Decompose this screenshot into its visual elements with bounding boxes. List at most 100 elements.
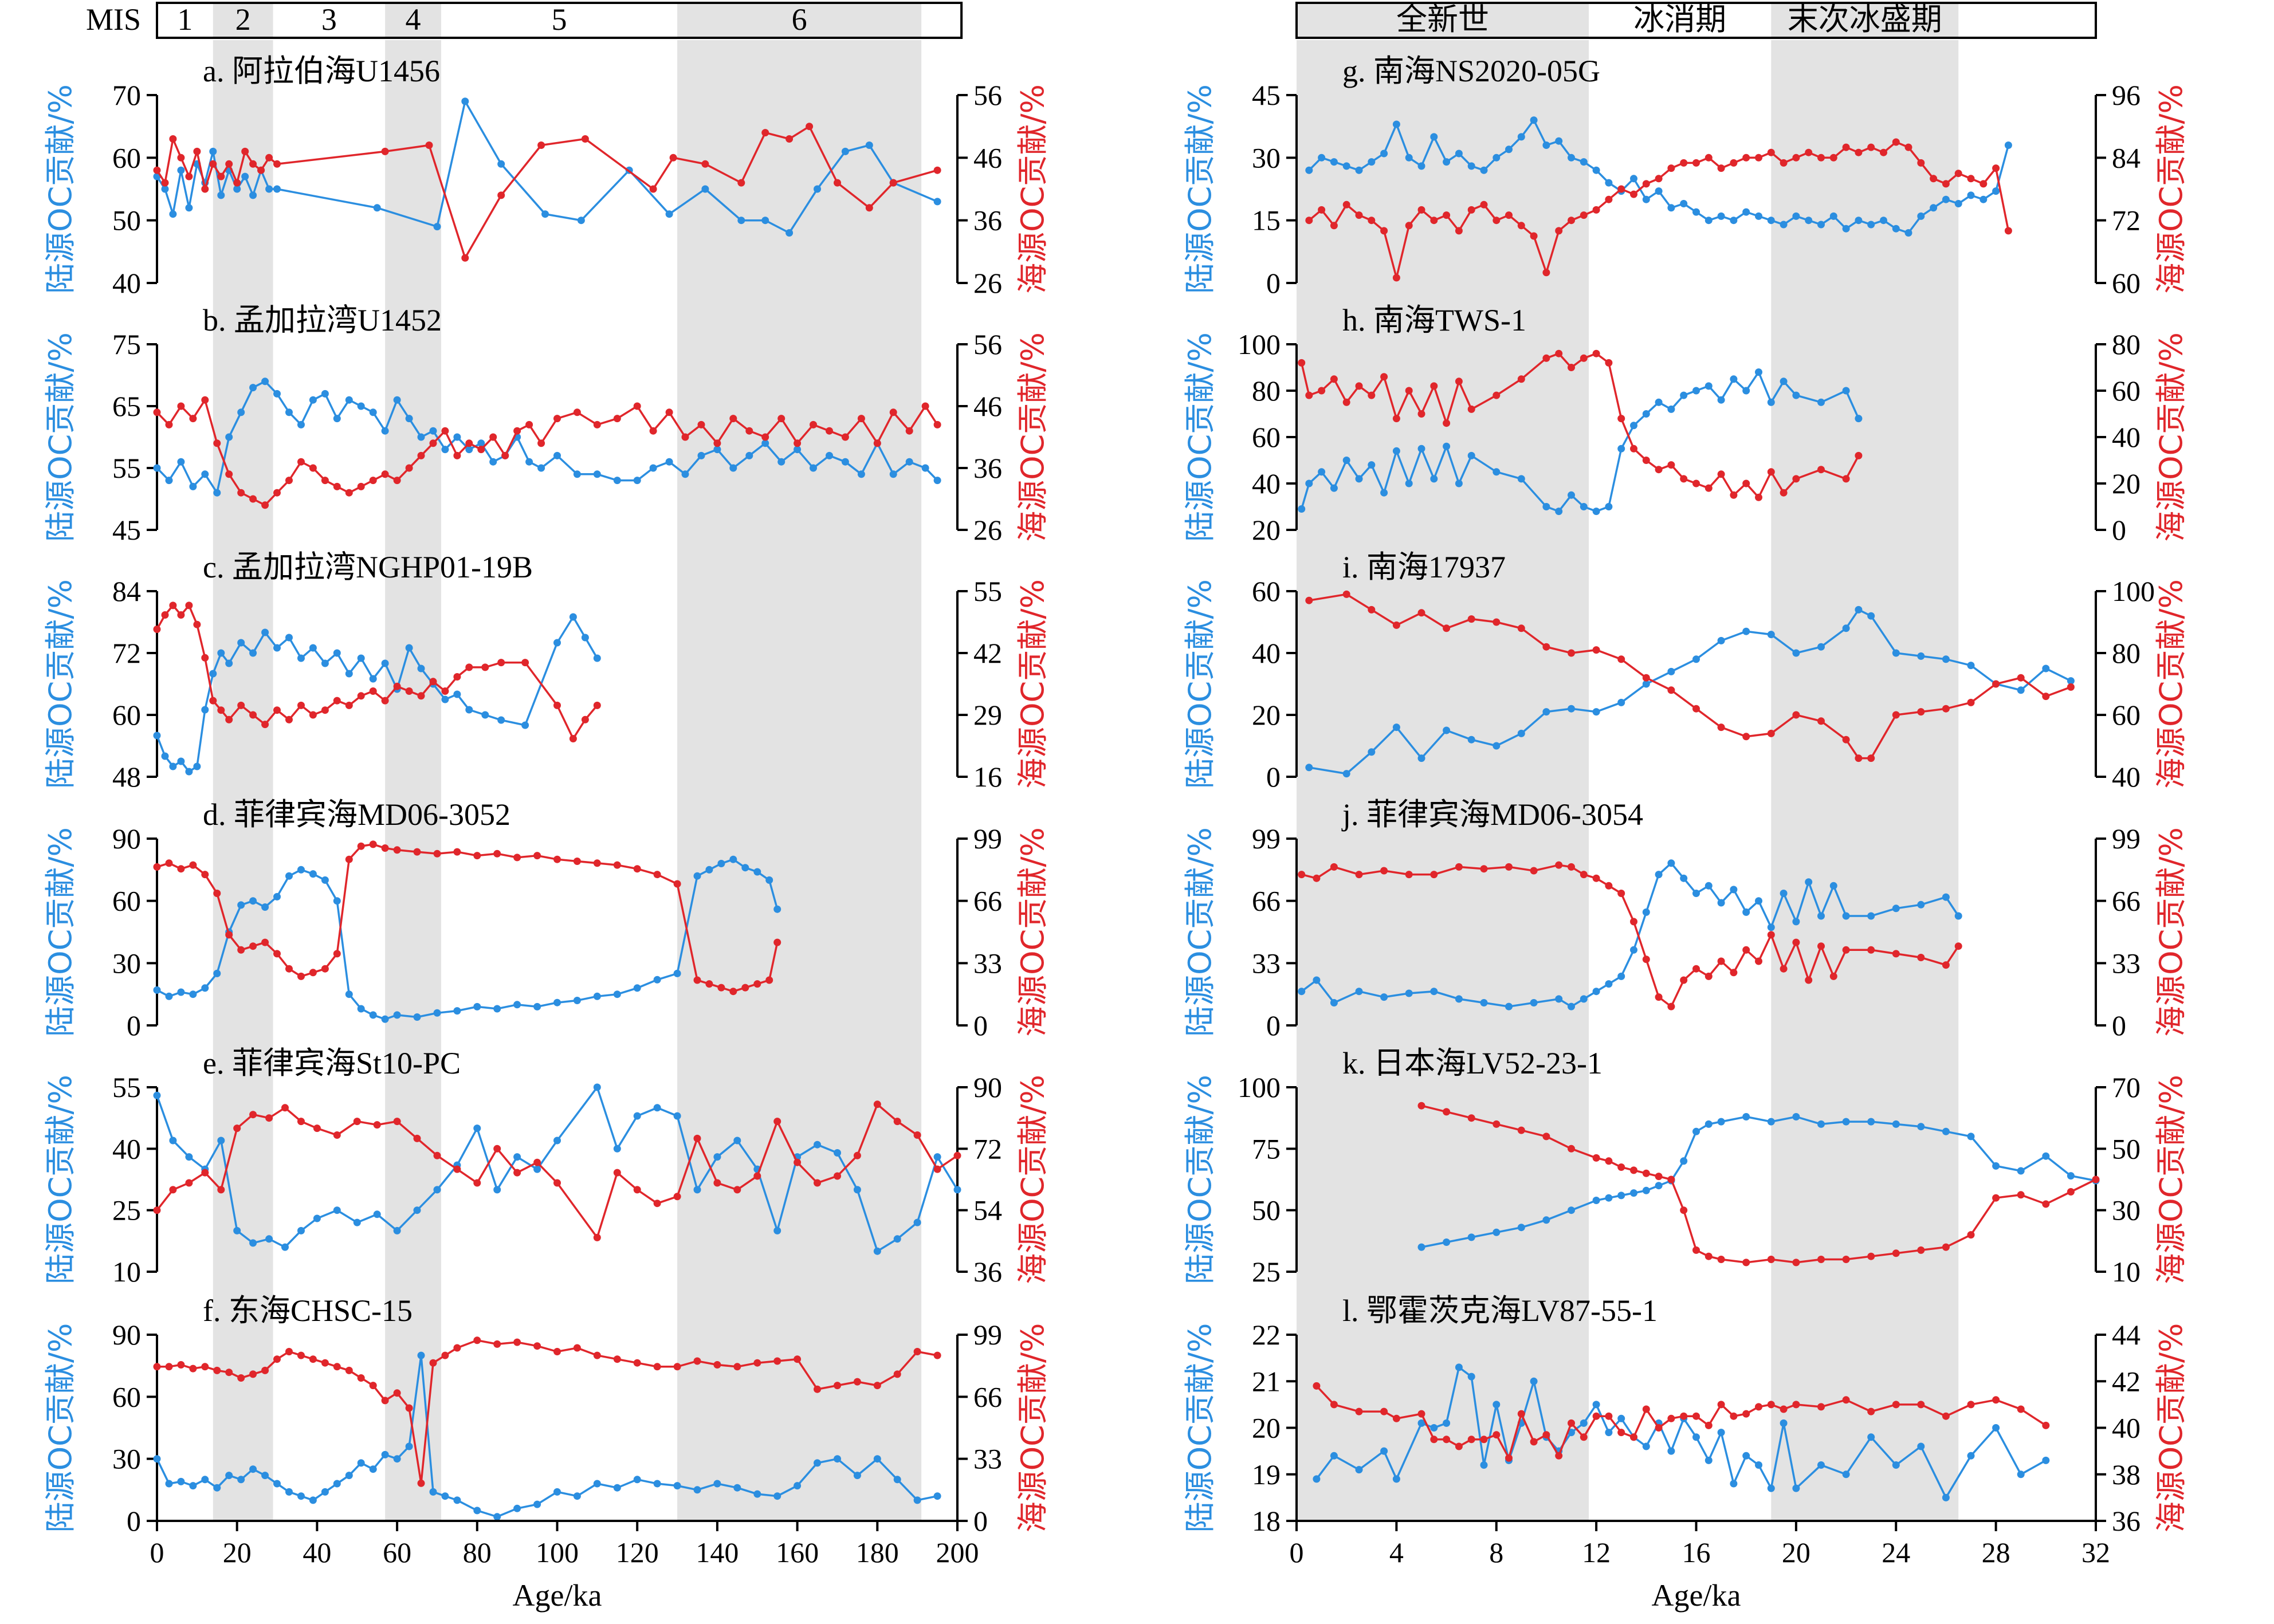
data-point-k-left	[2067, 1172, 2075, 1180]
data-point-h-left	[1717, 396, 1725, 404]
data-point-b-right	[249, 495, 257, 503]
data-point-f-right	[753, 1359, 761, 1367]
data-point-k-right	[2067, 1188, 2075, 1196]
left-tick-label-e-1: 25	[112, 1194, 141, 1226]
data-point-b-right	[453, 451, 461, 459]
data-point-j-right	[1580, 871, 1588, 879]
data-point-j-right	[1780, 965, 1788, 973]
data-point-f-left	[333, 1480, 341, 1488]
data-point-g-left	[1817, 221, 1825, 229]
data-point-j-right	[1355, 871, 1363, 879]
y-axis-labels: 陆源OC贡献/% 海源OC贡献/% 陆源OC贡献/% 海源OC贡献/% 陆源OC贡献/%…	[42, 84, 2189, 1532]
data-point-g-right	[1792, 154, 1800, 162]
data-point-b-left	[593, 470, 601, 478]
data-point-b-left	[681, 470, 689, 478]
data-point-i-left	[2017, 686, 2025, 694]
data-point-h-right	[1330, 375, 1338, 383]
data-point-i-right	[1867, 754, 1875, 762]
data-point-a-right	[537, 141, 545, 149]
data-point-h-left	[1605, 503, 1613, 510]
data-point-i-right	[1692, 705, 1700, 713]
data-point-e-left	[217, 1137, 225, 1145]
data-point-d-left	[533, 1002, 541, 1010]
data-point-k-right	[1630, 1166, 1637, 1174]
data-point-k-left	[1642, 1186, 1650, 1194]
left-band-0	[213, 40, 273, 1521]
right-tick-label-h-3: 60	[2112, 375, 2141, 407]
data-point-g-right	[1667, 164, 1675, 172]
data-point-l-right	[1505, 1454, 1513, 1462]
data-point-l-right	[1568, 1419, 1575, 1427]
data-point-g-right	[1880, 148, 1887, 156]
data-point-g-left	[1967, 191, 1975, 199]
data-point-a-left	[541, 210, 549, 218]
data-point-h-right	[1467, 405, 1475, 413]
data-point-k-left	[1517, 1224, 1525, 1232]
data-point-i-right	[2042, 693, 2050, 701]
data-point-f-right	[853, 1378, 861, 1386]
data-point-b-right	[745, 427, 753, 435]
right-tick-label-d-1: 33	[973, 947, 1002, 979]
data-point-c-left	[569, 613, 577, 621]
panel-title-k: k. 日本海LV52-23-1	[1342, 1046, 1603, 1080]
panel-d: d. 菲律宾海MD06-3052 0 30 60 90 0 33 66 99	[112, 797, 1002, 1041]
data-point-g-left	[1392, 120, 1400, 128]
panel-g: g. 南海NS2020-05G 0 15 30 45 60 72 84 96	[1252, 54, 2141, 299]
data-point-h-right	[1730, 491, 1738, 499]
data-point-b-left	[165, 477, 173, 485]
data-point-i-right	[1967, 698, 1975, 706]
data-point-f-right	[893, 1370, 901, 1378]
data-point-h-right	[1592, 349, 1600, 357]
data-point-f-left	[533, 1500, 541, 1508]
right-tick-label-l-4: 44	[2112, 1319, 2141, 1351]
data-point-g-right	[1867, 143, 1875, 151]
data-point-l-left	[1493, 1401, 1501, 1409]
data-point-a-left	[497, 160, 505, 168]
right-tick-label-g-2: 84	[2112, 141, 2141, 174]
data-point-g-left	[1917, 212, 1925, 220]
data-point-l-right	[1767, 1401, 1775, 1409]
panel-b: b. 孟加拉湾U1452 45 55 65 75 26 36 46 56	[112, 303, 1002, 546]
left-tick-label-a-2: 60	[112, 141, 141, 174]
data-point-h-left	[1318, 468, 1326, 476]
data-point-f-left	[153, 1455, 161, 1463]
data-point-b-left	[261, 378, 269, 386]
data-point-i-right	[1742, 733, 1750, 741]
data-point-l-right	[1655, 1424, 1663, 1432]
period-header-box	[1295, 2, 2097, 39]
left-tick-label-f-1: 30	[112, 1443, 141, 1475]
data-point-l-left	[1417, 1419, 1425, 1427]
data-point-a-right	[425, 141, 433, 149]
y-left-label-c: 陆源OC贡献/%	[42, 579, 78, 789]
data-point-f-left	[493, 1513, 501, 1521]
data-point-f-left	[513, 1504, 521, 1512]
data-point-b-left	[429, 427, 437, 435]
data-point-a-right	[581, 135, 589, 143]
left-x-tick-label-8: 160	[776, 1536, 819, 1568]
data-point-j-left	[1917, 901, 1925, 909]
data-point-g-right	[1417, 206, 1425, 214]
data-point-b-left	[761, 439, 769, 447]
data-point-j-right	[1942, 961, 1950, 969]
data-point-g-right	[1355, 211, 1363, 219]
data-point-l-right	[1617, 1429, 1625, 1437]
data-point-l-right	[1380, 1407, 1388, 1415]
data-point-b-left	[841, 458, 849, 466]
data-point-a-left	[665, 210, 673, 218]
data-point-d-right	[153, 863, 161, 871]
data-point-g-left	[1467, 162, 1475, 170]
data-point-k-left	[1942, 1127, 1950, 1135]
data-point-c-right	[209, 697, 217, 705]
data-point-i-left	[1592, 708, 1600, 716]
mis-header-box	[156, 2, 963, 39]
data-point-d-right	[369, 840, 377, 848]
data-point-i-left	[1617, 698, 1625, 706]
data-point-g-left	[1755, 212, 1762, 220]
right-tick-label-g-3: 96	[2112, 79, 2141, 111]
data-point-l-left	[1380, 1447, 1388, 1455]
data-point-i-left	[1855, 605, 1863, 614]
data-point-b-right	[501, 451, 509, 459]
data-point-f-right	[189, 1365, 197, 1373]
data-point-f-left	[834, 1455, 841, 1463]
data-point-e-left	[913, 1218, 921, 1226]
